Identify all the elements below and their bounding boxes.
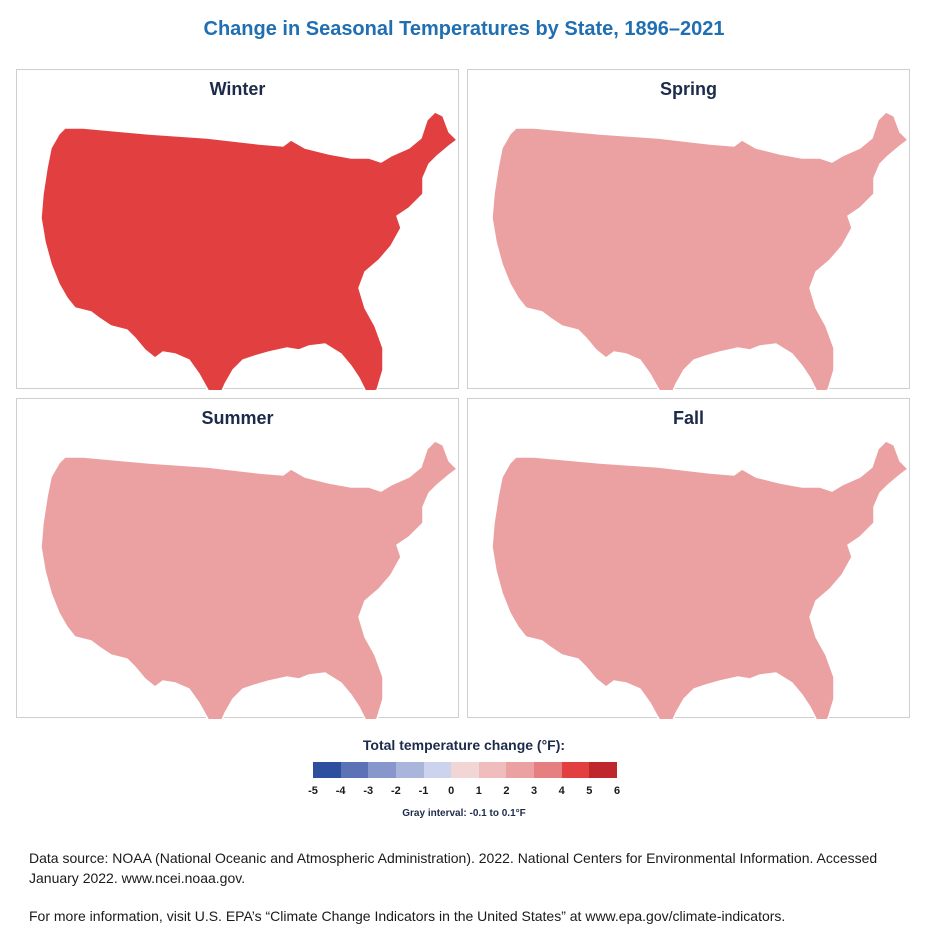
legend-title: Total temperature change (°F): bbox=[362, 737, 566, 753]
legend-tick-label: -2 bbox=[391, 785, 401, 797]
more-info-text: For more information, visit U.S. EPA’s “… bbox=[29, 908, 786, 924]
spring-panel-title: Spring bbox=[660, 79, 717, 99]
winter-panel-title: Winter bbox=[209, 79, 266, 99]
chart-title: Change in Seasonal Temperatures by State… bbox=[203, 18, 725, 40]
fall-panel-title: Fall bbox=[672, 408, 704, 428]
legend-tick-label: 2 bbox=[503, 785, 510, 797]
legend-tick-label: -4 bbox=[335, 785, 346, 797]
data-source-text: Data source: NOAA (National Oceanic and … bbox=[29, 850, 878, 886]
fall-us-map bbox=[491, 440, 910, 719]
us-states-shape bbox=[40, 440, 459, 719]
legend-tick-label: 5 bbox=[586, 785, 593, 797]
summer-us-map bbox=[40, 440, 459, 719]
legend-tick-label: -5 bbox=[308, 785, 318, 797]
legend-color-bar bbox=[313, 762, 618, 778]
fall-map-panel: Fall bbox=[467, 398, 910, 719]
legend-tick-label: 0 bbox=[448, 785, 455, 797]
legend-swatch bbox=[506, 762, 535, 778]
us-states-shape bbox=[491, 111, 910, 390]
legend-swatch bbox=[561, 762, 590, 778]
legend-swatch bbox=[589, 762, 618, 778]
legend-swatch bbox=[423, 762, 452, 778]
winter-us-map bbox=[40, 111, 459, 390]
spring-map-panel: Spring bbox=[467, 69, 910, 390]
legend-tick-label: 3 bbox=[531, 785, 538, 797]
legend-swatch bbox=[395, 762, 424, 778]
us-states-shape bbox=[491, 440, 910, 719]
legend-swatch bbox=[534, 762, 562, 778]
us-states-shape bbox=[40, 111, 459, 390]
summer-map-panel: Summer bbox=[16, 398, 459, 719]
winter-map-panel: Winter bbox=[16, 69, 459, 390]
legend-tick-label: 4 bbox=[558, 785, 565, 797]
legend-swatch bbox=[313, 762, 341, 778]
gray-interval-note: Gray interval: -0.1 to 0.1°F bbox=[402, 808, 526, 819]
legend-swatch bbox=[340, 762, 369, 778]
legend-tick-label: -3 bbox=[363, 785, 374, 797]
legend-swatch bbox=[478, 762, 507, 778]
legend-tick-label: 1 bbox=[475, 785, 482, 797]
spring-us-map bbox=[491, 111, 910, 390]
legend-tick-label: 6 bbox=[613, 785, 621, 797]
legend-swatch bbox=[368, 762, 396, 778]
summer-panel-title: Summer bbox=[201, 408, 274, 428]
legend-swatch bbox=[451, 762, 479, 778]
legend-tick-label: -1 bbox=[418, 785, 429, 797]
